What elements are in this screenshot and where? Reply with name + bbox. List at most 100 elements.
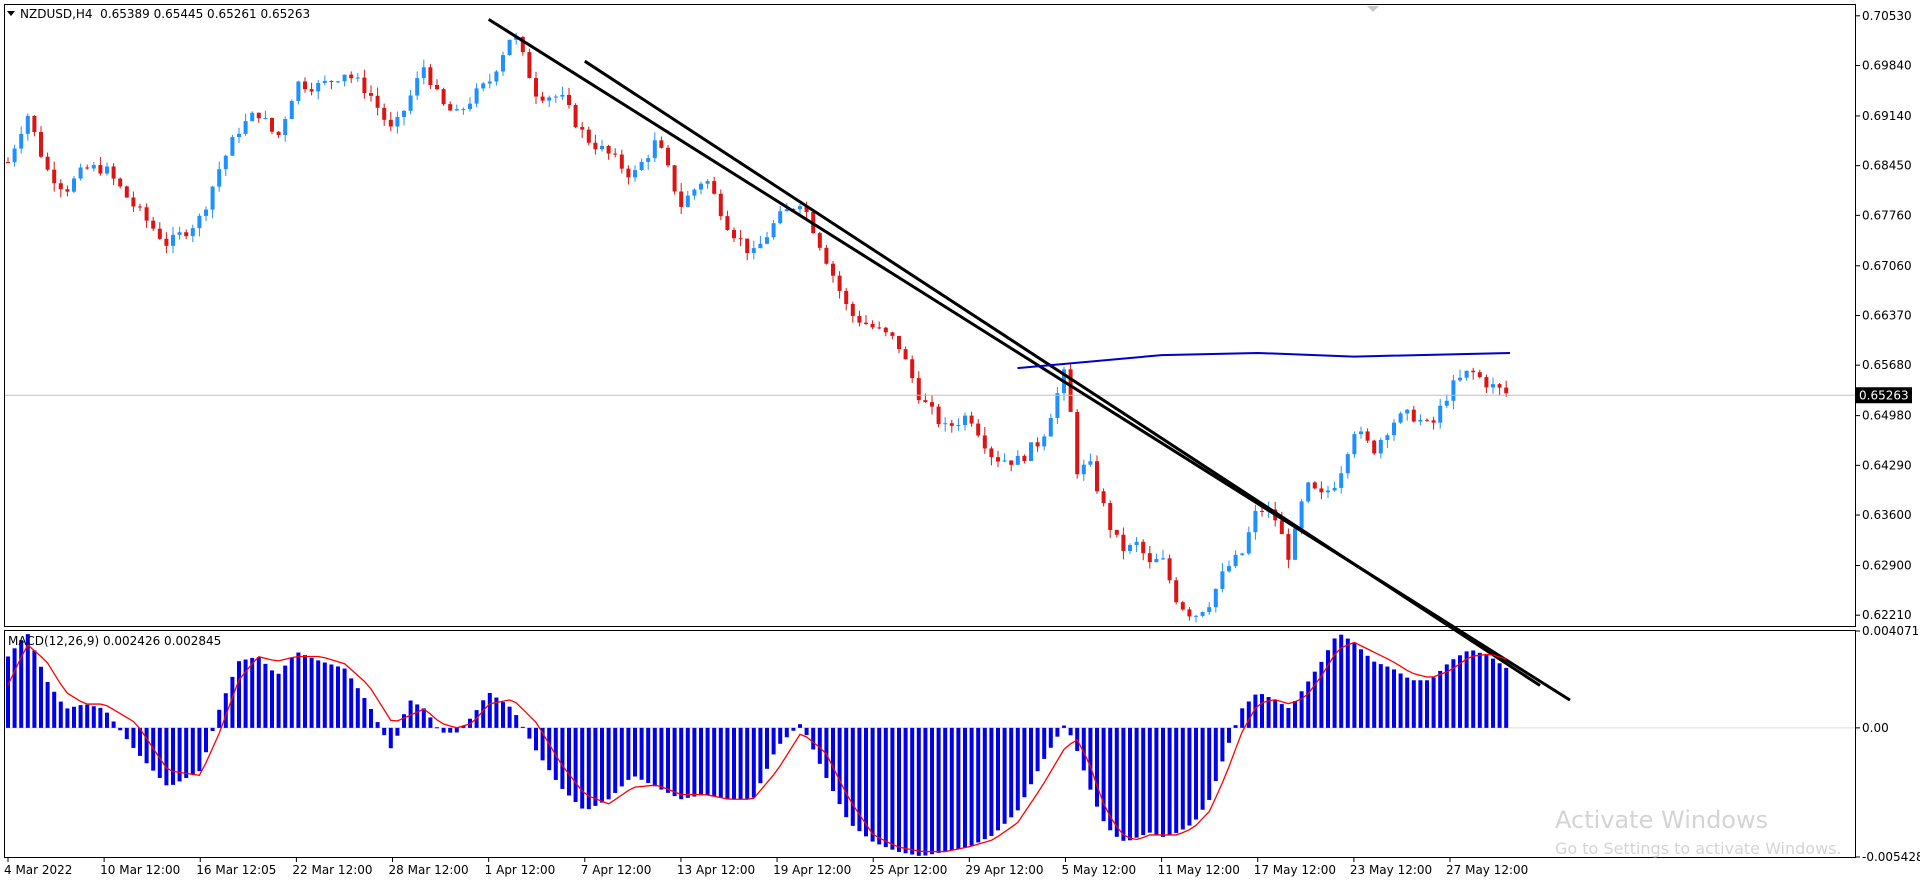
macd-bar (1332, 638, 1337, 728)
candle-bear (256, 112, 261, 119)
candle-bear (1260, 510, 1264, 512)
candle-bull (784, 209, 789, 212)
candle-bear (45, 156, 50, 170)
macd-bar (857, 727, 862, 832)
candle-bear (1095, 461, 1099, 492)
macd-bar (837, 727, 842, 805)
macd-bar (197, 727, 202, 772)
macd-bar (527, 727, 532, 739)
candle-bear (309, 89, 314, 92)
candle-bear (732, 229, 736, 239)
macd-bar (1154, 727, 1159, 836)
macd-bar (1055, 727, 1060, 737)
candle-bull (355, 77, 360, 79)
candle-bull (1042, 436, 1047, 447)
macd-bar (1161, 727, 1165, 837)
scroll-marker-icon (1367, 6, 1379, 12)
macd-bar (1101, 727, 1106, 822)
macd-header: MACD(12,26,9) 0.002426 0.002845 (8, 634, 221, 648)
macd-bar (494, 697, 499, 728)
macd-bar (936, 727, 941, 853)
macd-bar (1372, 661, 1377, 728)
macd-bar (666, 727, 670, 793)
macd-bar (745, 727, 750, 800)
macd-bar (1200, 727, 1205, 810)
candle-bear (85, 167, 90, 169)
candle-bear (39, 131, 43, 157)
candle-bull (547, 97, 552, 101)
macd-bar (864, 727, 868, 837)
candle-bull (1326, 490, 1330, 493)
candle-bear (435, 85, 439, 90)
macd-bar (243, 659, 248, 728)
candle-bear (58, 183, 63, 190)
candle-bear (666, 147, 670, 166)
macd-bar (870, 727, 875, 842)
macd-bar (52, 691, 57, 728)
candle-bear (712, 181, 717, 194)
candle-bear (1504, 387, 1509, 394)
macd-bar (217, 709, 222, 728)
candle-bull (171, 234, 175, 246)
candle-bear (184, 232, 189, 237)
candle-bear (1108, 503, 1113, 530)
candle-bull (1385, 435, 1390, 440)
macd-bar (1279, 704, 1284, 728)
candle-bear (1075, 411, 1080, 475)
macd-bar (223, 693, 228, 728)
candle-bull (705, 181, 710, 184)
candle-bear (817, 233, 822, 248)
candle-bear (329, 80, 334, 82)
macd-bar (1233, 725, 1238, 728)
macd-bar (520, 726, 525, 728)
candle-bear (745, 238, 750, 254)
price-tick-label: 0.63600 (1862, 508, 1912, 522)
price-tick-label: 0.70530 (1862, 9, 1912, 23)
macd-bar (553, 727, 558, 780)
macd-bar (850, 727, 855, 826)
candle-bull (487, 81, 492, 84)
macd-bar (943, 727, 948, 852)
macd-bar (1451, 659, 1456, 728)
candle-bear (567, 94, 571, 106)
macd-bar (771, 727, 776, 755)
price-tick-label: 0.62210 (1862, 608, 1912, 622)
candle-bear (877, 327, 882, 329)
macd-bar (25, 634, 30, 728)
candle-bear (32, 115, 37, 132)
candle-bear (1187, 609, 1192, 617)
macd-bar (342, 668, 347, 728)
candle-bear (949, 423, 954, 426)
macd-bar (1425, 680, 1429, 728)
macd-bar (1438, 670, 1443, 728)
macd-bar (1345, 638, 1350, 728)
candle-bull (1253, 510, 1258, 533)
macd-bar (758, 727, 763, 784)
candle-bear (151, 220, 156, 229)
macd-bar (1392, 669, 1396, 728)
candle-bear (613, 153, 618, 155)
candle-bear (586, 129, 591, 143)
candle-bull (1207, 607, 1212, 613)
candle-bear (540, 96, 545, 101)
candle-bear (1101, 491, 1106, 504)
macd-bar (1114, 727, 1119, 837)
macd-bar (1213, 727, 1218, 782)
time-tick-label: 13 Apr 12:00 (677, 863, 755, 877)
macd-bar (1398, 673, 1403, 728)
candle-bear (982, 435, 987, 449)
dropdown-triangle-icon[interactable] (7, 11, 15, 16)
price-tick-label: 0.67760 (1862, 208, 1912, 222)
candle-bear (1477, 372, 1482, 378)
candle-bear (111, 166, 116, 179)
candle-bull (1451, 380, 1456, 401)
candle-bull (1418, 419, 1423, 422)
candle-series (6, 32, 1509, 623)
candle-bull (1299, 501, 1304, 529)
macd-bar (250, 657, 255, 728)
candle-bear (936, 406, 941, 425)
macd-signal-line (7, 641, 1507, 853)
macd-bar (1464, 651, 1469, 728)
candle-bear (118, 178, 123, 187)
